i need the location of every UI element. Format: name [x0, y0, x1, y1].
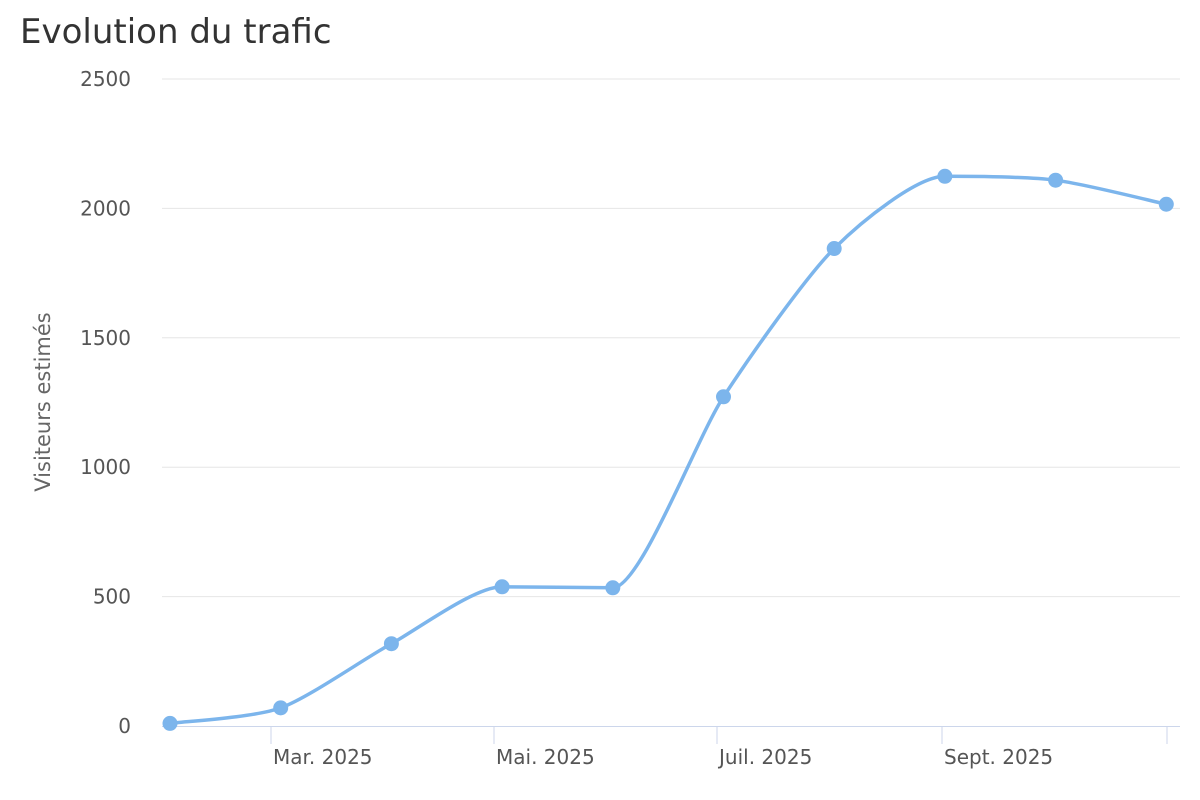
y-axis-ticks: 0 500 1000 1500 2000 2500	[80, 67, 131, 738]
y-tick-label: 0	[118, 714, 131, 738]
y-axis-title: Visiteurs estimés	[31, 312, 55, 491]
chart-title: Evolution du trafic	[20, 12, 332, 52]
data-point[interactable]	[937, 168, 953, 184]
data-point[interactable]	[273, 700, 289, 716]
x-tick-label: Mai. 2025	[496, 745, 595, 769]
grid-lines	[162, 78, 1180, 598]
data-point[interactable]	[1048, 172, 1064, 188]
data-point[interactable]	[1158, 196, 1174, 212]
data-point[interactable]	[716, 389, 731, 405]
x-tick-label: Mar. 2025	[273, 745, 373, 769]
x-tick-label: Sept. 2025	[944, 745, 1053, 769]
y-tick-label: 1000	[80, 455, 131, 479]
data-point[interactable]	[162, 715, 178, 731]
series-layer	[162, 168, 1174, 731]
series-line	[168, 174, 1169, 726]
x-tick-label: Juil. 2025	[717, 745, 812, 769]
data-point[interactable]	[605, 580, 621, 596]
x-axis-ticks: Mar. 2025 Mai. 2025 Juil. 2025 Sept. 2025	[270, 726, 1168, 769]
data-point[interactable]	[826, 241, 842, 257]
data-point[interactable]	[494, 579, 510, 595]
y-tick-label: 1500	[80, 326, 131, 350]
y-tick-label: 500	[93, 585, 131, 609]
y-tick-label: 2000	[80, 196, 131, 220]
data-point[interactable]	[383, 636, 399, 652]
y-tick-label: 2500	[80, 67, 131, 91]
